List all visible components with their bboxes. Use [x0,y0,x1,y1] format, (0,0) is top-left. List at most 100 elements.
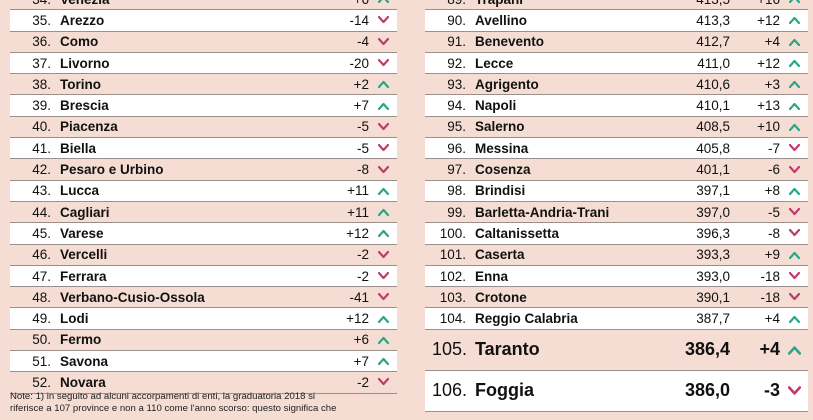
ranking-row: 47. Ferrara -2 [10,265,397,288]
trend-indicator [369,229,397,238]
position-change: +11 [347,183,369,199]
arrow-down-icon [377,37,389,45]
ranking-row: 35. Arezzo -14 [10,10,397,32]
rank-number: 106. [431,380,467,401]
arrow-up-icon [788,38,800,46]
ranking-row: 50. Fermo +6 [10,329,397,352]
trend-indicator [780,229,808,237]
trend-indicator [780,315,808,323]
rank-number: 50. [32,332,51,348]
ranking-row: 103. Crotone 390,1 -18 [425,287,808,309]
rank-number: 47. [32,268,51,284]
arrow-up-icon [788,251,800,259]
trend-indicator [369,80,397,89]
position-change: -41 [349,289,369,305]
left-ranking-list: 34.Venezia+635.Arezzo-1436.Como-437.Livo… [10,0,397,394]
province-name: Savona [60,353,109,369]
rank-number: 90. [447,12,466,28]
rank-number: 98. [447,183,466,199]
score-value: 405,8 [696,140,730,156]
rank-number: 89. [425,0,475,7]
province-name: Biella [60,140,97,156]
rank-number: 94. [447,98,466,114]
position-change: -18 [760,289,780,305]
ranking-row: 104. Reggio Calabria 387,7 +4 [425,308,808,330]
rank-number: 42. [32,162,51,178]
ranking-row: 52. Novara -2 [10,372,397,394]
score-value: 386,4 [684,339,730,360]
trend-indicator [369,336,397,344]
ranking-row: 38. Torino +2 [10,74,397,96]
ranking-row: 39. Brescia +7 [10,95,397,117]
trend-indicator [369,122,397,131]
rank-number: 34. [10,0,60,7]
trend-indicator [780,345,808,355]
province-name: Brescia [60,98,109,114]
ranking-row: 106. Foggia 386,0 -3 [425,370,808,412]
rank-number: 51. [32,353,51,369]
position-change: +7 [353,98,369,114]
ranking-row: 91. Benevento 412,7 +4 [425,31,808,53]
footnote-line-2: riferisce a 107 province e non a 110 com… [10,403,337,414]
position-change: +12 [346,311,369,327]
trend-indicator [780,59,808,68]
arrow-up-icon [788,17,800,25]
position-change: -4 [356,34,369,50]
rank-number: 91. [447,34,466,50]
trend-indicator [780,123,808,131]
position-change: +16 [730,0,780,7]
right-ranking-list: 89.Trapani413,5+1690.Avellino413,3+1291.… [425,0,808,412]
rank-number: 97. [447,162,466,178]
rank-number: 103. [439,289,466,305]
arrow-down-icon [377,16,389,24]
footnote-line-1: Note: 1) in seguito ad alcuni accorpamen… [10,391,316,402]
position-change: -3 [763,380,780,401]
ranking-row: 40. Piacenza -5 [10,116,397,139]
arrow-up-icon [788,315,800,323]
rank-number: 49. [32,311,51,327]
arrow-up-icon [787,346,801,355]
position-change: -8 [767,225,780,241]
trend-indicator [369,250,397,259]
ranking-row: 105. Taranto 386,4 +4 [425,329,808,371]
ranking-row: 92. Lecce 411,0 +12 [425,52,808,75]
ranking-row: 101. Caserta 393,3 +9 [425,244,808,266]
arrow-up-icon [788,81,800,89]
position-change: +3 [764,76,780,92]
arrow-up-icon [788,187,800,195]
trend-indicator [369,0,397,4]
trend-indicator [780,102,808,110]
rank-number: 93. [447,76,466,92]
province-name: Lucca [60,183,100,199]
rank-number: 37. [32,55,51,71]
trend-indicator [369,272,397,280]
rank-number: 102. [439,268,466,284]
position-change: -5 [767,204,780,220]
ranking-row: 102. Enna 393,0 -18 [425,265,808,288]
province-name: Crotone [475,289,527,305]
trend-indicator [780,251,808,259]
trend-indicator [369,102,397,110]
rank-number: 39. [32,98,51,114]
arrow-up-icon [377,358,389,366]
score-value: 412,7 [696,34,730,50]
rank-number: 44. [32,204,51,220]
ranking-row: 41. Biella -5 [10,138,397,160]
trend-indicator [780,144,808,152]
position-change: -18 [760,268,780,284]
rank-number: 100. [439,225,466,241]
province-name: Salerno [475,119,525,135]
ranking-row: 93. Agrigento 410,6 +3 [425,74,808,96]
arrow-up-icon [377,0,389,4]
score-value: 393,3 [696,247,730,263]
position-change: -5 [356,119,369,135]
position-change: +8 [764,183,780,199]
trend-indicator [780,0,808,4]
position-change: +10 [757,119,780,135]
trend-indicator [369,187,397,195]
province-name: Brindisi [475,183,526,199]
province-name: Ferrara [60,268,107,284]
province-name: Como [60,34,99,50]
position-change: +12 [346,225,369,241]
score-value: 413,5 [660,0,730,7]
